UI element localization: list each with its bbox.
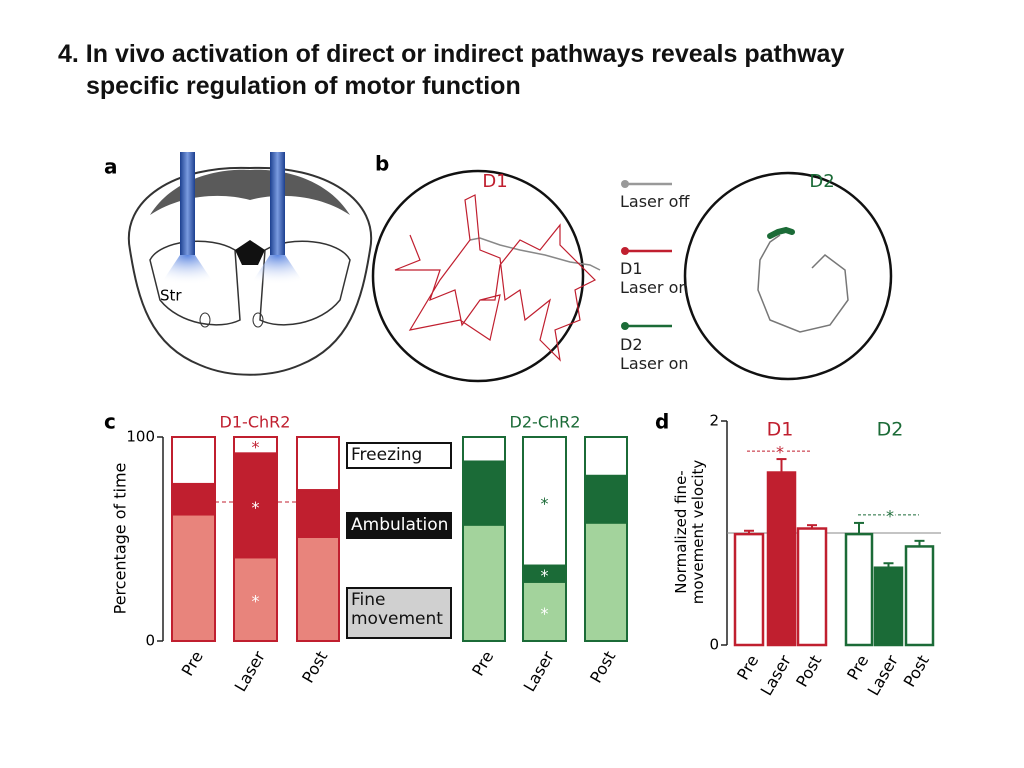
legend-box: Fine movement <box>346 587 452 639</box>
legend-label: Laser off <box>620 192 690 211</box>
significance: * <box>252 498 260 517</box>
y-tick-label: 2 <box>709 412 719 430</box>
bar-segment <box>171 482 216 516</box>
bar-segment <box>233 436 278 455</box>
legend-dot <box>621 247 629 255</box>
x-tick-label: Laser <box>864 651 902 699</box>
legend-dot <box>621 322 629 330</box>
x-tick-label: Post <box>792 652 825 690</box>
legend-label: D1 Laser on <box>620 259 689 297</box>
bar-segment <box>462 523 506 642</box>
significance: * <box>252 438 260 457</box>
x-tick-label: Pre <box>178 648 207 680</box>
x-tick-label: Laser <box>231 647 269 695</box>
significance: * <box>541 494 549 513</box>
y-axis-label: Normalized fine- movement velocity <box>672 459 707 605</box>
bar-segment <box>296 436 340 492</box>
structure <box>199 312 211 328</box>
arena <box>683 171 893 381</box>
bar-segment <box>522 436 567 567</box>
y-tick-label: 0 <box>709 636 719 654</box>
slide-title: 4. In vivo activation of direct or indir… <box>58 40 845 100</box>
bar-segment <box>171 513 216 643</box>
cortex <box>150 169 350 215</box>
x-tick-label: Laser <box>520 647 558 695</box>
legend-box: Ambulation <box>346 512 452 539</box>
panel-label: a <box>104 155 118 179</box>
significance: * <box>252 592 260 611</box>
group-label: D2-ChR2 <box>510 413 581 432</box>
bar-segment <box>296 489 340 538</box>
group-label: D1 <box>767 419 794 441</box>
ventricle <box>235 240 265 265</box>
x-tick-label: Pre <box>733 652 762 684</box>
trajectory <box>767 226 795 239</box>
light-cone <box>160 255 215 285</box>
significance: * <box>541 566 549 585</box>
group-label: D2 <box>877 419 904 441</box>
bar <box>796 527 828 647</box>
x-tick-label: Pre <box>843 652 872 684</box>
trajectory <box>757 234 849 333</box>
bar <box>844 532 874 647</box>
optic-fiber <box>270 152 285 255</box>
optic-fiber <box>180 152 195 255</box>
legend-box: Freezing <box>346 442 452 469</box>
trajectory <box>394 194 597 362</box>
x-tick-label: Post <box>298 648 331 686</box>
panel-label: d <box>655 410 669 434</box>
striatum <box>149 240 241 326</box>
bar-segment <box>296 535 340 643</box>
bar-segment <box>522 580 567 643</box>
bar <box>873 566 904 647</box>
x-tick-label: Pre <box>468 648 497 680</box>
bar <box>733 532 765 647</box>
bar-segment <box>233 556 278 642</box>
structure <box>252 312 264 328</box>
y-tick-label: 0 <box>145 632 155 650</box>
y-tick-label: 100 <box>126 428 155 446</box>
y-axis-label: Percentage of time <box>110 462 130 615</box>
arena-label: D1 <box>482 171 507 192</box>
x-tick-label: Post <box>900 652 933 690</box>
significance: * <box>886 506 894 525</box>
region-label: Str <box>160 287 182 305</box>
x-tick-label: Post <box>586 648 619 686</box>
arena <box>371 169 585 383</box>
significance: * <box>541 604 549 623</box>
bar <box>904 545 935 647</box>
panel-label: b <box>375 152 389 176</box>
legend-label: D2 Laser on <box>620 335 689 373</box>
bar-segment <box>462 460 506 526</box>
bar-segment <box>584 521 628 642</box>
arena-label: D2 <box>809 171 834 192</box>
bar-segment <box>584 474 628 524</box>
bar-segment <box>584 436 628 477</box>
significance: * <box>776 443 784 462</box>
panel-label: c <box>104 410 116 434</box>
bar-segment <box>171 436 216 485</box>
trajectory <box>469 237 601 271</box>
bar-segment <box>462 436 506 463</box>
bar <box>766 471 797 647</box>
legend-dot <box>621 180 629 188</box>
x-tick-label: Laser <box>757 651 795 699</box>
light-cone <box>250 255 305 285</box>
group-label: D1-ChR2 <box>220 413 291 432</box>
